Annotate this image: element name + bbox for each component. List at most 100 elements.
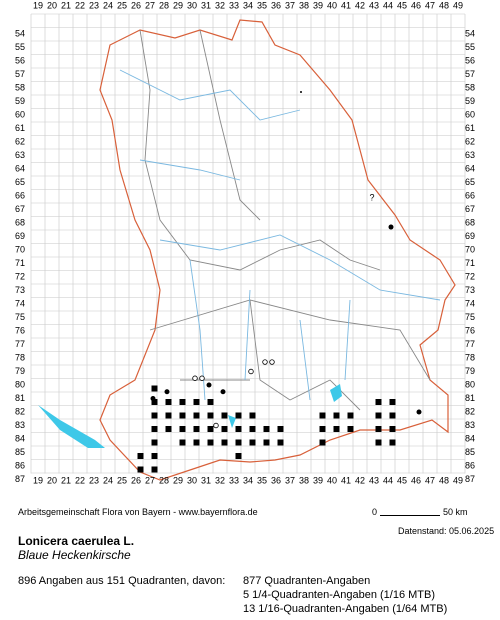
column-label: 35	[257, 475, 267, 485]
column-label: 21	[61, 0, 71, 10]
column-label: 26	[131, 475, 141, 485]
common-name: Blaue Heckenkirsche	[18, 548, 131, 562]
row-label: 69	[465, 231, 475, 241]
column-label: 19	[33, 0, 43, 10]
row-label: 87	[465, 474, 475, 484]
occurrence-square	[151, 385, 158, 392]
column-label: 28	[159, 475, 169, 485]
row-label: 80	[465, 379, 475, 389]
column-label: 44	[383, 475, 393, 485]
column-label: 33	[229, 0, 239, 10]
occurrence-dot	[150, 396, 156, 401]
row-label: 66	[15, 190, 25, 200]
map: 19 19 20 20 21 21 22 22 23 23 24 24 25 25 26 26 27 27 28 28…	[15, 0, 475, 485]
row-label: 55	[15, 42, 25, 52]
row-label: 81	[15, 393, 25, 403]
row-label: 84	[15, 433, 25, 443]
column-label: 25	[117, 475, 127, 485]
column-label: 32	[215, 0, 225, 10]
column-label: 43	[369, 0, 379, 10]
row-label: 66	[465, 190, 475, 200]
column-label: 22	[75, 0, 85, 10]
row-label: 84	[465, 433, 475, 443]
column-label: 35	[257, 0, 267, 10]
column-label: 33	[229, 475, 239, 485]
occurrence-circle	[213, 422, 219, 429]
stat-line: 13 1/16-Quadranten-Angaben (1/64 MTB)	[243, 603, 448, 615]
row-label: 65	[465, 177, 475, 187]
row-label: 54	[15, 28, 25, 38]
row-label: 63	[15, 150, 25, 160]
row-label: 72	[465, 271, 475, 281]
column-label: 22	[75, 475, 85, 485]
occurrence-square	[235, 426, 242, 432]
column-label: 23	[89, 0, 99, 10]
occurrence-circle	[199, 375, 205, 381]
occurrence-square	[375, 399, 382, 405]
credit: Arbeitsgemeinschaft Flora von Bayern - w…	[18, 507, 258, 517]
row-label: 80	[15, 379, 25, 389]
row-label: 85	[465, 447, 475, 457]
row-label: 61	[465, 123, 475, 133]
row-label: 79	[465, 366, 475, 376]
occurrence-circle	[192, 375, 198, 381]
row-label: 55	[465, 42, 475, 52]
occurrence-square	[193, 439, 200, 446]
row-label: 62	[15, 136, 25, 146]
column-label: 39	[313, 0, 323, 10]
occurrence-square	[151, 412, 158, 419]
row-label: 61	[15, 123, 25, 133]
scale-start: 0	[372, 507, 378, 517]
column-label: 30	[187, 0, 197, 10]
column-label: 34	[243, 0, 253, 10]
column-label: 20	[47, 475, 57, 485]
stat-line: 5 1/4-Quadranten-Angaben (1/16 MTB)	[243, 589, 436, 601]
column-label: 43	[369, 475, 379, 485]
lake	[38, 405, 105, 448]
row-label: 74	[465, 298, 475, 308]
stat-line: 877 Quadranten-Angaben	[243, 575, 371, 587]
row-label: 78	[465, 352, 475, 362]
occurrence-square	[193, 399, 200, 405]
row-label: 54	[465, 28, 475, 38]
occurrence-square	[207, 426, 214, 432]
occurrence-square	[375, 412, 382, 419]
row-label: 83	[15, 420, 25, 430]
column-label: 37	[285, 475, 295, 485]
row-label: 75	[465, 312, 475, 322]
row-label: 58	[15, 82, 25, 92]
occurrence-square	[277, 439, 284, 446]
column-label: 25	[117, 0, 127, 10]
row-label: 77	[465, 339, 475, 349]
species-name: Lonicera caerulea L.	[18, 534, 135, 548]
occurrence-square	[389, 426, 396, 432]
column-label: 41	[341, 0, 351, 10]
occurrence-square	[207, 439, 214, 446]
column-label: 36	[271, 0, 281, 10]
occurrence-square	[319, 439, 326, 446]
occurrence-square	[249, 426, 256, 432]
column-label: 29	[173, 0, 183, 10]
occurrence-square	[221, 412, 228, 419]
row-label: 62	[465, 136, 475, 146]
column-label: 46	[411, 475, 421, 485]
column-label: 28	[159, 0, 169, 10]
row-label: 63	[465, 150, 475, 160]
occurrence-square	[375, 426, 382, 432]
occurrence-dot	[164, 389, 170, 395]
occurrence-point	[300, 91, 302, 93]
column-label: 48	[439, 0, 449, 10]
column-label: 48	[439, 475, 449, 485]
rivers	[119, 69, 441, 401]
column-label: 27	[145, 475, 155, 485]
column-label: 41	[341, 475, 351, 485]
occurrence-square	[193, 412, 200, 419]
row-label: 86	[15, 460, 25, 470]
scale-end: 50 km	[443, 507, 468, 517]
occurrence-square	[333, 426, 340, 432]
column-label: 27	[145, 0, 155, 10]
column-label: 45	[397, 0, 407, 10]
column-label: 37	[285, 0, 295, 10]
border	[99, 19, 456, 481]
row-label: 60	[15, 109, 25, 119]
